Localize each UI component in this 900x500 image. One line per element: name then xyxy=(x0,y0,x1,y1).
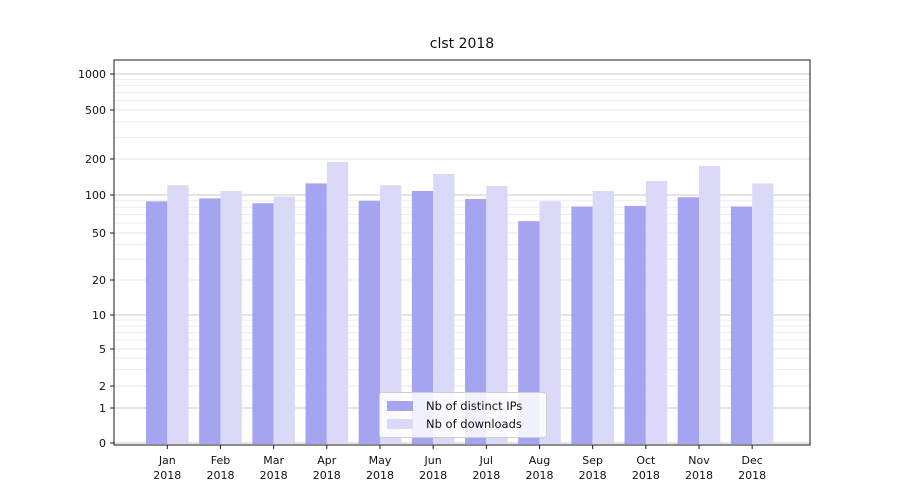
x-tick-label-year: 2018 xyxy=(313,469,341,482)
legend-swatch-downloads-icon xyxy=(387,418,413,429)
x-tick-label-year: 2018 xyxy=(366,469,394,482)
x-tick-label-month: Dec xyxy=(742,454,763,467)
bar-distinct-ips-feb xyxy=(199,198,221,444)
y-tick-label: 1000 xyxy=(78,68,106,81)
bar-distinct-ips-mar xyxy=(252,203,274,444)
x-tick-label-year: 2018 xyxy=(419,469,447,482)
bar-distinct-ips-aug xyxy=(518,221,540,444)
plot-border xyxy=(113,59,811,446)
bar-distinct-ips-apr xyxy=(305,183,327,444)
x-tick-label-year: 2018 xyxy=(206,469,234,482)
x-tick-label-month: Mar xyxy=(263,454,284,467)
x-tick-label-month: Jun xyxy=(424,454,442,467)
y-tick-label: 2 xyxy=(99,380,106,393)
y-tick-label: 50 xyxy=(92,227,106,240)
bar-downloads-mar xyxy=(273,196,295,444)
legend-item-downloads: Nb of downloads xyxy=(387,417,538,431)
x-tick-label-month: Nov xyxy=(688,454,710,467)
x-tick-label-month: Apr xyxy=(317,454,337,467)
bar-downloads-sep xyxy=(592,191,614,444)
y-tick-label: 0 xyxy=(99,437,106,450)
legend-label-distinct-ips: Nb of distinct IPs xyxy=(426,399,523,414)
chart-title: clst 2018 xyxy=(429,36,495,52)
bar-downloads-oct xyxy=(645,180,668,445)
legend-swatch-distinct-ips-icon xyxy=(387,401,413,412)
y-tick-label: 200 xyxy=(85,153,106,166)
x-tick-label-month: Aug xyxy=(529,454,550,467)
bar-downloads-jan xyxy=(167,185,189,445)
y-tick-label: 5 xyxy=(99,343,106,356)
y-tick-label: 1 xyxy=(99,402,106,415)
legend-label-downloads: Nb of downloads xyxy=(426,416,522,431)
y-tick-label: 20 xyxy=(92,274,106,287)
legend: Nb of distinct IPs Nb of downloads xyxy=(379,392,547,438)
bar-distinct-ips-dec xyxy=(730,206,753,444)
bar-downloads-jul xyxy=(486,185,508,444)
x-tick-label-year: 2018 xyxy=(472,469,500,482)
x-tick-label-month: Jul xyxy=(479,454,493,467)
bar-distinct-ips-jul xyxy=(465,198,487,444)
bar-distinct-ips-sep xyxy=(571,206,593,444)
x-tick-label-month: Jan xyxy=(158,454,176,467)
x-tick-label-year: 2018 xyxy=(579,469,607,482)
x-tick-label-month: Sep xyxy=(582,454,603,467)
x-tick-label-month: Oct xyxy=(636,454,656,467)
bar-distinct-ips-jan xyxy=(146,201,168,444)
bar-downloads-may xyxy=(379,185,402,445)
bar-distinct-ips-nov xyxy=(677,197,699,444)
x-tick-label-year: 2018 xyxy=(685,469,713,482)
bar-downloads-nov xyxy=(699,165,721,444)
bar-downloads-jun xyxy=(433,173,455,444)
legend-item-distinct-ips: Nb of distinct IPs xyxy=(387,399,538,413)
x-tick-label-month: Feb xyxy=(211,454,230,467)
x-tick-label-month: May xyxy=(369,454,392,467)
x-tick-label-year: 2018 xyxy=(153,469,181,482)
bar-distinct-ips-jun xyxy=(411,191,434,444)
y-tick-label: 500 xyxy=(85,104,106,117)
x-tick-label-year: 2018 xyxy=(632,469,660,482)
y-tick-label: 10 xyxy=(92,309,106,322)
x-tick-label-year: 2018 xyxy=(260,469,288,482)
bar-downloads-feb xyxy=(220,191,242,444)
x-tick-label-year: 2018 xyxy=(525,469,553,482)
x-tick-label-year: 2018 xyxy=(738,469,766,482)
y-tick-label: 100 xyxy=(85,189,106,202)
bar-downloads-dec xyxy=(752,183,774,444)
bar-distinct-ips-oct xyxy=(624,205,646,444)
bar-downloads-apr xyxy=(326,161,349,444)
bar-distinct-ips-may xyxy=(358,200,380,444)
bar-downloads-aug xyxy=(539,201,561,444)
